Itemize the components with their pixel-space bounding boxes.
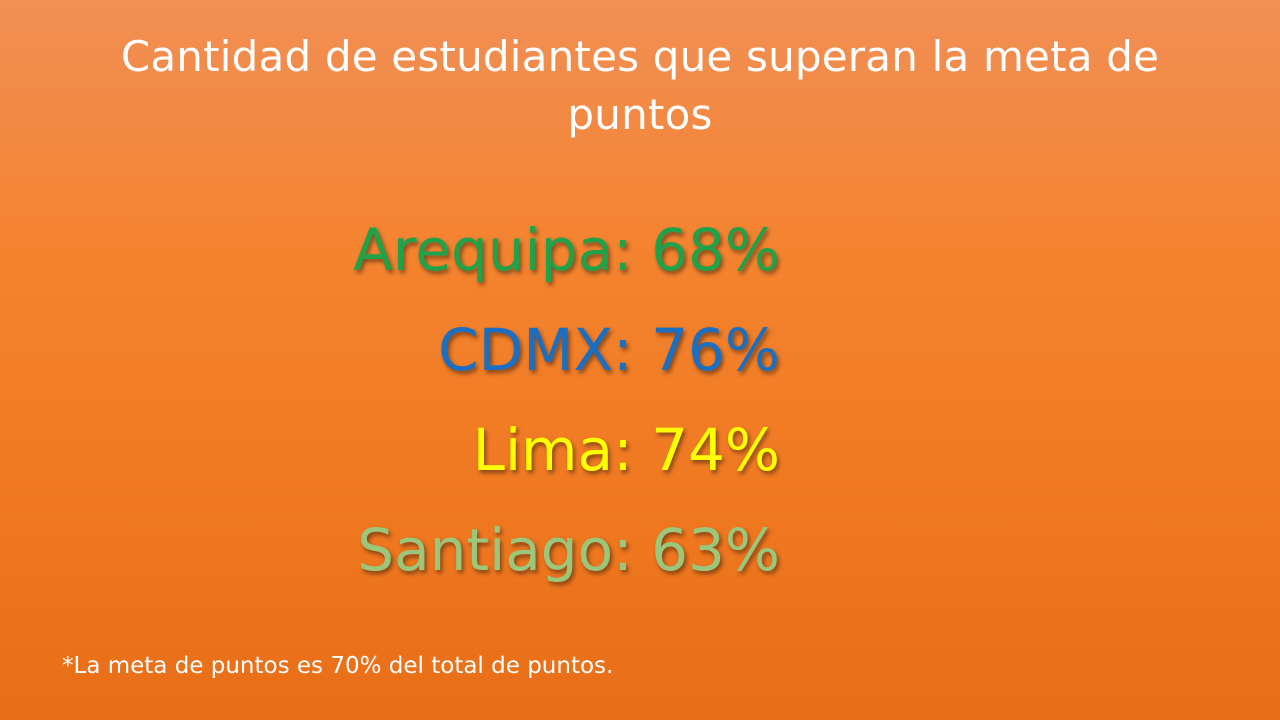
stat-lima: Lima: 74% bbox=[472, 416, 780, 484]
stats-list: Arequipa: 68% CDMX: 76% Lima: 74% Santia… bbox=[250, 200, 780, 600]
stat-cdmx: CDMX: 76% bbox=[438, 316, 780, 384]
footnote: *La meta de puntos es 70% del total de p… bbox=[62, 653, 614, 679]
slide-title: Cantidad de estudiantes que superan la m… bbox=[120, 32, 1160, 139]
stat-arequipa: Arequipa: 68% bbox=[353, 216, 780, 284]
stat-santiago: Santiago: 63% bbox=[357, 516, 780, 584]
